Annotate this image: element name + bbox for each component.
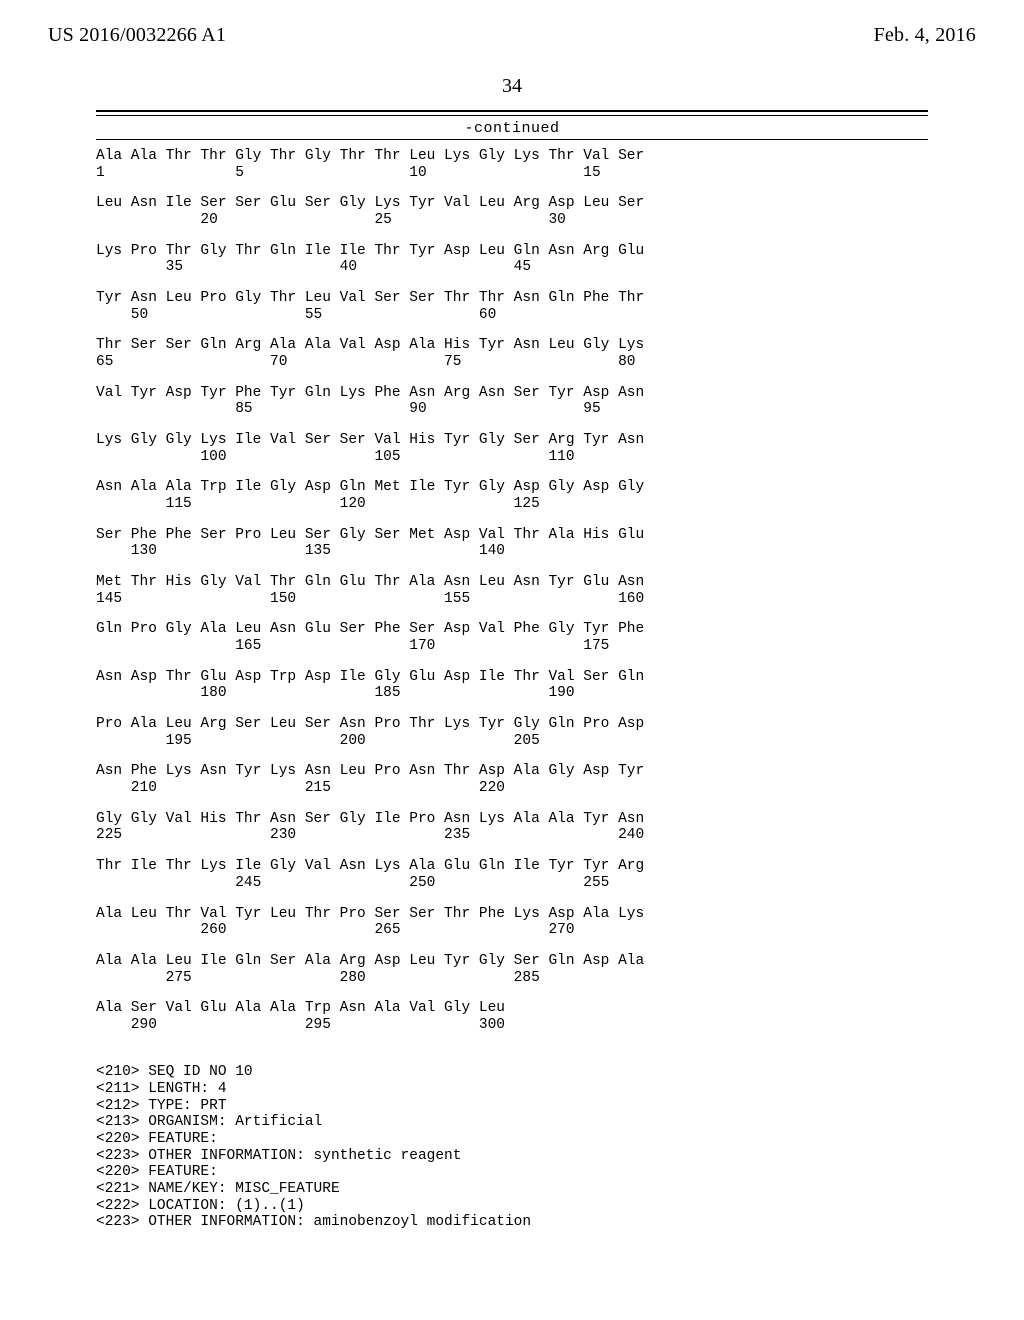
seq-block: Val Tyr Asp Tyr Phe Tyr Gln Lys Phe Asn …: [96, 385, 928, 418]
seq-block: Ala Ala Thr Thr Gly Thr Gly Thr Thr Leu …: [96, 148, 928, 181]
seq-block: Thr Ile Thr Lys Ile Gly Val Asn Lys Ala …: [96, 858, 928, 891]
seq-block: Asn Asp Thr Glu Asp Trp Asp Ile Gly Glu …: [96, 669, 928, 702]
seq-block: Ala Ser Val Glu Ala Ala Trp Asn Ala Val …: [96, 1000, 928, 1033]
seq-block: Leu Asn Ile Ser Ser Glu Ser Gly Lys Tyr …: [96, 195, 928, 228]
continued-label: -continued: [96, 120, 928, 137]
page: US 2016/0032266 A1 Feb. 4, 2016 34 -cont…: [0, 0, 1024, 1271]
seq-block: Tyr Asn Leu Pro Gly Thr Leu Val Ser Ser …: [96, 290, 928, 323]
seq-block: Met Thr His Gly Val Thr Gln Glu Thr Ala …: [96, 574, 928, 607]
publication-number: US 2016/0032266 A1: [48, 24, 226, 47]
seq-block: Ala Ala Leu Ile Gln Ser Ala Arg Asp Leu …: [96, 953, 928, 986]
seq-block: Lys Gly Gly Lys Ile Val Ser Ser Val His …: [96, 432, 928, 465]
publication-date: Feb. 4, 2016: [874, 24, 976, 47]
mid-rule: [96, 139, 928, 140]
top-rule: [96, 110, 928, 116]
seq-block: Asn Phe Lys Asn Tyr Lys Asn Leu Pro Asn …: [96, 763, 928, 796]
page-number: 34: [48, 75, 976, 98]
seq-block: Gly Gly Val His Thr Asn Ser Gly Ile Pro …: [96, 811, 928, 844]
seq-block: Ser Phe Phe Ser Pro Leu Ser Gly Ser Met …: [96, 527, 928, 560]
sequence-body: Ala Ala Thr Thr Gly Thr Gly Thr Thr Leu …: [96, 148, 928, 1231]
seq-block: Pro Ala Leu Arg Ser Leu Ser Asn Pro Thr …: [96, 716, 928, 749]
seq-block: Asn Ala Ala Trp Ile Gly Asp Gln Met Ile …: [96, 479, 928, 512]
seq-block: Thr Ser Ser Gln Arg Ala Ala Val Asp Ala …: [96, 337, 928, 370]
seq-block: Ala Leu Thr Val Tyr Leu Thr Pro Ser Ser …: [96, 906, 928, 939]
seq-block: Lys Pro Thr Gly Thr Gln Ile Ile Thr Tyr …: [96, 243, 928, 276]
seq-block: Gln Pro Gly Ala Leu Asn Glu Ser Phe Ser …: [96, 621, 928, 654]
running-header: US 2016/0032266 A1 Feb. 4, 2016: [48, 24, 976, 47]
sequence-listing: -continued Ala Ala Thr Thr Gly Thr Gly T…: [96, 110, 928, 1231]
seq-annotations: <210> SEQ ID NO 10 <211> LENGTH: 4 <212>…: [96, 1048, 928, 1231]
